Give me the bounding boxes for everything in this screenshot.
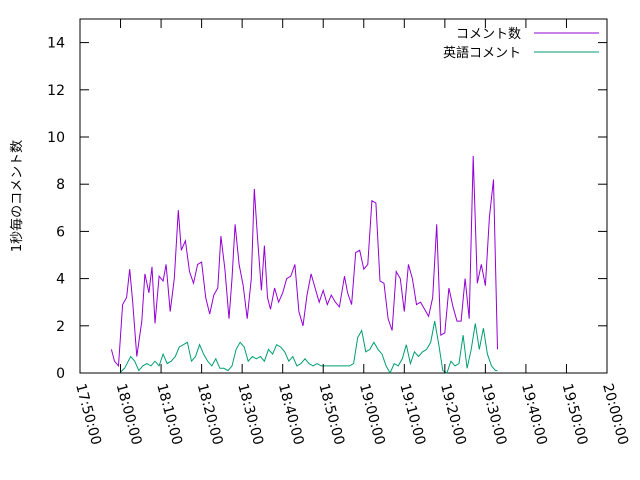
y-tick-label: 12 (47, 83, 65, 99)
y-tick-label: 2 (56, 319, 65, 335)
x-tick-label: 19:00:00 (356, 382, 388, 447)
x-tick-label: 18:20:00 (194, 382, 226, 447)
x-tick-label: 19:30:00 (478, 382, 510, 447)
y-tick-label: 0 (56, 366, 65, 382)
y-axis-label: 1秒毎のコメント数 (9, 140, 25, 252)
x-tick-label: 19:40:00 (518, 382, 550, 447)
x-tick-label: 18:00:00 (113, 382, 145, 447)
plot-frame (79, 18, 608, 374)
x-tick-label: 19:20:00 (437, 382, 469, 447)
y-tick-label: 6 (56, 224, 65, 240)
legend-label-1: コメント数 (456, 27, 521, 42)
x-axis-ticks: 17:50:00 18:00:00 18:10:00 18:20:00 18:30:00… (72, 19, 631, 447)
x-tick-label: 19:50:00 (559, 382, 591, 447)
legend-label-2: 英語コメント (443, 45, 521, 61)
x-tick-label: 18:40:00 (275, 382, 307, 447)
x-tick-label: 18:10:00 (153, 382, 185, 447)
series-line-1 (110, 155, 498, 368)
y-axis-ticks: 0 2 4 6 8 10 12 14 (47, 36, 607, 382)
y-tick-label: 4 (56, 272, 65, 288)
x-tick-label: 19:10:00 (396, 382, 428, 447)
y-tick-label: 8 (56, 177, 65, 193)
y-tick-label: 10 (47, 130, 65, 146)
x-tick-label: 18:30:00 (234, 382, 266, 447)
x-tick-label: 17:50:00 (72, 382, 104, 447)
plot-area (79, 18, 608, 374)
x-tick-label: 18:50:00 (315, 382, 347, 447)
y-tick-label: 14 (47, 36, 65, 52)
series-layer (110, 155, 498, 375)
x-tick-label: 20:00:00 (599, 382, 631, 447)
series-line-2 (119, 321, 498, 375)
